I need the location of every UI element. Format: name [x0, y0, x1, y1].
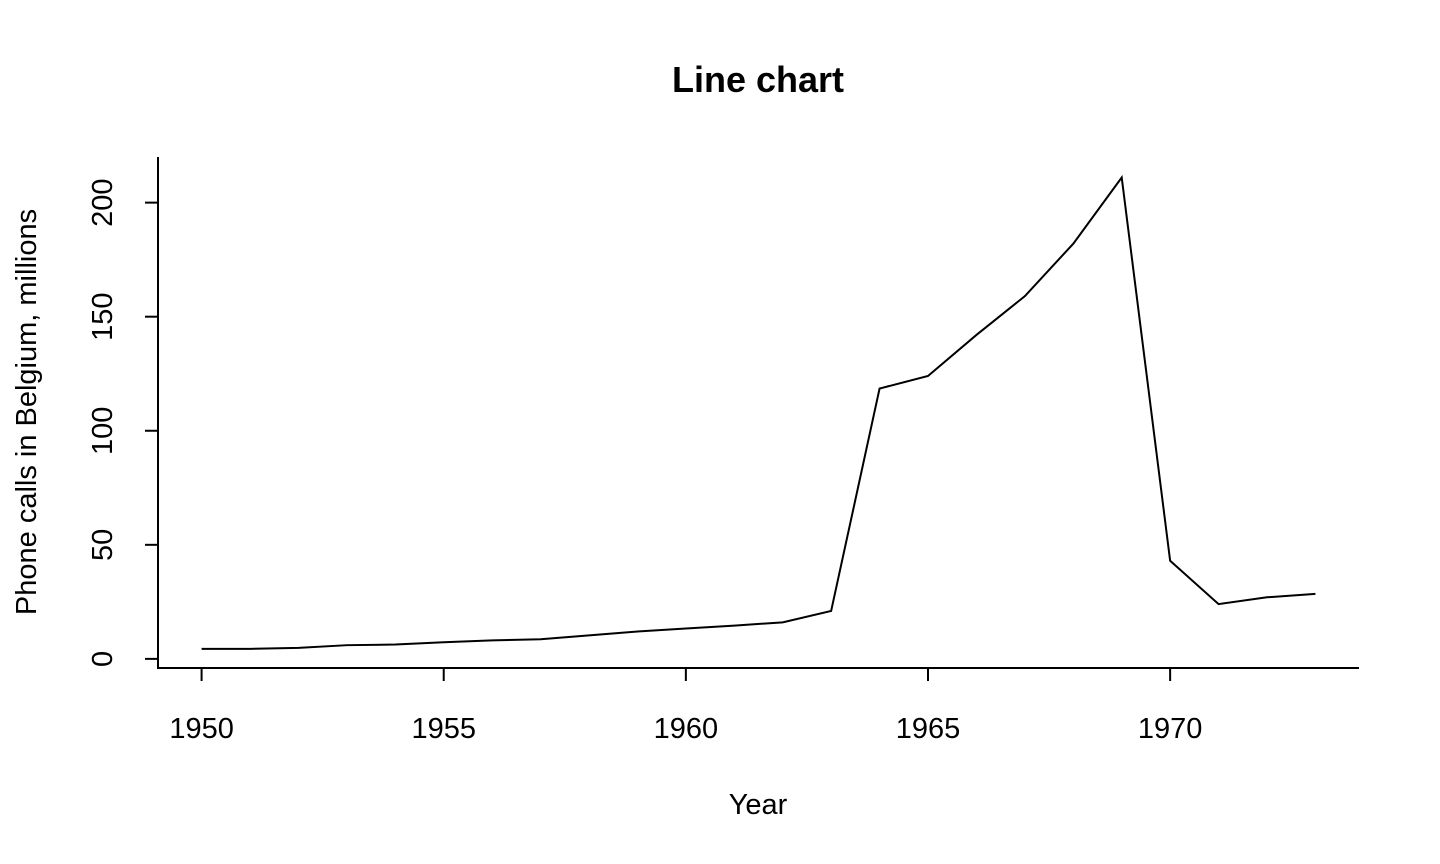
y-tick-label: 0: [87, 651, 119, 667]
x-axis: 1950 1955 1960 1965 1970: [169, 668, 1202, 745]
x-tick-label: 1960: [654, 713, 719, 745]
chart-title: Line chart: [672, 59, 844, 100]
y-tick-label: 150: [87, 292, 119, 340]
x-tick-label: 1970: [1138, 713, 1203, 745]
x-tick-label: 1955: [411, 713, 476, 745]
axes-frame: [157, 157, 1359, 669]
series-line: [201, 174, 1316, 650]
y-tick-label: 200: [87, 178, 119, 226]
y-tick-label: 50: [87, 529, 119, 561]
x-axis-label: Year: [729, 789, 788, 821]
y-tick-label: 100: [87, 407, 119, 455]
y-axis: 0 50 100 150 200: [87, 178, 158, 667]
x-tick-label: 1965: [896, 713, 961, 745]
x-tick-label: 1950: [169, 713, 234, 745]
y-axis-label: Phone calls in Belgium, millions: [11, 209, 43, 615]
